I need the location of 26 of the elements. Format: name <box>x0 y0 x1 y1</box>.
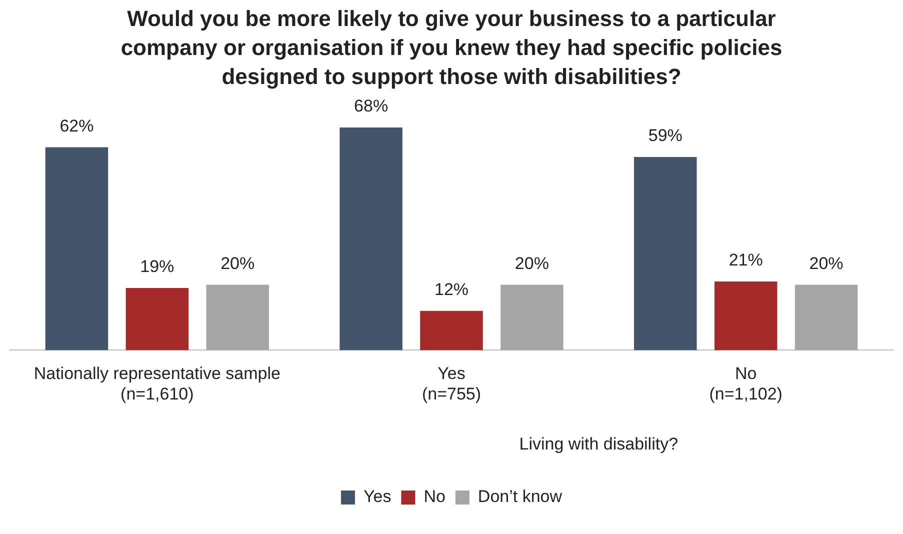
legend-label: No <box>424 487 446 506</box>
x-tick-label: No (n=1,102) <box>709 364 782 404</box>
data-label: 12% <box>434 280 469 300</box>
data-label: 19% <box>140 257 174 276</box>
data-label: 20% <box>220 254 255 273</box>
data-label: 68% <box>354 96 388 116</box>
x-tick-label: Nationally representative sample (n=1,610) <box>34 364 280 404</box>
bar <box>206 284 269 350</box>
bar <box>126 288 189 350</box>
data-label: 20% <box>514 254 549 273</box>
bar <box>794 284 858 350</box>
chart-title: Would you be more likely to give your business to a particular company or organisation if you knew they had specific policies designed to support those with disabilities? <box>120 5 784 91</box>
data-label: 20% <box>809 254 844 273</box>
bar <box>420 310 483 350</box>
legend-label: Don’t know <box>478 487 563 506</box>
bar <box>714 281 778 350</box>
data-label: 59% <box>648 126 682 146</box>
legend-label: Yes <box>363 487 392 506</box>
data-label: 21% <box>728 250 763 270</box>
text: Living with disability? <box>519 434 678 454</box>
bar <box>340 128 402 350</box>
data-label: 62% <box>60 116 94 136</box>
bar <box>500 284 564 350</box>
bar <box>45 147 108 350</box>
x-tick-label: Yes (n=755) <box>422 364 482 404</box>
bar <box>634 157 697 350</box>
